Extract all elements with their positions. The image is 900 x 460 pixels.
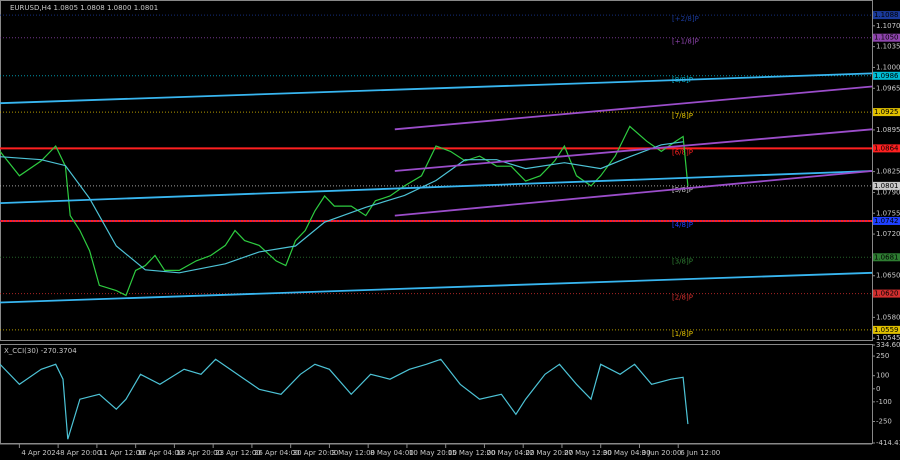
level-price-label: 1.1088 (874, 11, 899, 19)
level-price-box (873, 181, 900, 190)
murray-label: [5/8]P (672, 186, 693, 194)
x-tick-label: 6 Jun 12:00 (680, 449, 720, 457)
murray-label: [2/8]P (672, 294, 693, 302)
y-tick-label: 0 (876, 385, 880, 393)
murray-label: [4/8]P (672, 221, 693, 229)
x-tick-label: 27 May 12:00 (564, 449, 612, 457)
series-line (0, 125, 689, 297)
murray-label: [7/8]P (672, 112, 693, 120)
x-tick-label: 18 Apr 20:00 (176, 449, 222, 457)
y-tick-label: 1.0545 (876, 334, 900, 342)
y-tick-label: 1.1035 (876, 43, 900, 51)
level-price-box (873, 253, 900, 262)
x-tick-label: 30 Apr 20:00 (293, 449, 339, 457)
series-line (0, 72, 873, 105)
level-price-label: 1.0986 (874, 72, 899, 80)
level-price-label: 1.1050 (874, 34, 899, 42)
level-price-label: 1.0681 (874, 253, 899, 261)
level-price-box (873, 108, 900, 117)
y-tick-label: -414.4185 (876, 439, 900, 447)
y-tick-label: -100 (876, 398, 892, 406)
series-line (0, 141, 684, 274)
murray-label: [+2/8]P (672, 15, 699, 23)
y-tick-label: 334.6005 (876, 341, 900, 349)
murray-label: [3/8]P (672, 257, 693, 265)
x-tick-label: 4 Apr 2024 (21, 449, 60, 457)
series-line (394, 128, 873, 172)
series-line (394, 85, 873, 131)
level-price-box (873, 33, 900, 42)
indicator-panel-frame (0, 344, 873, 444)
series-line (0, 271, 873, 304)
y-tick-label: 1.0825 (876, 168, 900, 176)
x-tick-label: 3 Jun 20:00 (641, 449, 681, 457)
x-tick-label: 11 Apr 12:00 (99, 449, 145, 457)
x-tick-label: 10 May 20:00 (409, 449, 457, 457)
x-tick-label: 30 May 04:00 (603, 449, 651, 457)
x-tick-label: 22 May 20:00 (525, 449, 573, 457)
murray-label: [+1/8]P (672, 38, 699, 46)
y-tick-label: 1.0650 (876, 272, 900, 280)
y-tick-label: 1.0790 (876, 188, 900, 196)
level-price-label: 1.0620 (874, 290, 899, 298)
y-tick-label: 1.0720 (876, 230, 900, 238)
x-tick-label: 8 May 04:00 (370, 449, 414, 457)
level-price-box (873, 11, 900, 20)
panel-title: EURUSD,H4 1.0805 1.0808 1.0800 1.0801 (10, 4, 158, 12)
level-price-label: 1.0742 (874, 217, 899, 225)
x-tick-label: 15 May 12:00 (448, 449, 496, 457)
level-price-box (873, 144, 900, 153)
x-tick-label: 23 Apr 12:00 (215, 449, 261, 457)
y-tick-label: -250 (876, 417, 892, 425)
y-tick-label: 1.0755 (876, 209, 900, 217)
level-price-box (873, 71, 900, 80)
level-price-box (873, 325, 900, 334)
series-line (0, 170, 873, 204)
level-price-label: 1.0801 (874, 182, 899, 190)
y-tick-label: 1.1070 (876, 22, 900, 30)
y-tick-label: 1.1000 (876, 63, 900, 71)
y-tick-label: 1.0965 (876, 84, 900, 92)
level-price-label: 1.0559 (874, 326, 899, 334)
main-panel-frame (0, 0, 873, 341)
murray-label: [1/8]P (672, 330, 693, 338)
series-line (394, 170, 873, 217)
x-tick-label: 3 May 12:00 (331, 449, 375, 457)
x-tick-label: 26 Apr 04:00 (254, 449, 300, 457)
level-price-label: 1.0925 (874, 108, 899, 116)
y-tick-label: 1.0580 (876, 313, 900, 321)
x-tick-label: 16 Apr 04:00 (138, 449, 184, 457)
y-tick-label: 1.0895 (876, 126, 900, 134)
y-tick-label: 250 (876, 352, 889, 360)
level-price-box (873, 289, 900, 298)
level-price-box (873, 216, 900, 225)
y-tick-label: 100 (876, 372, 889, 380)
level-price-label: 1.0864 (874, 144, 899, 152)
series-line (0, 358, 689, 440)
x-tick-label: 8 Apr 20:00 (60, 449, 101, 457)
murray-label: [6/8]P (672, 148, 693, 156)
x-tick-label: 20 May 04:00 (486, 449, 534, 457)
panel-title: X_CCI(30) -270.3704 (4, 347, 77, 355)
